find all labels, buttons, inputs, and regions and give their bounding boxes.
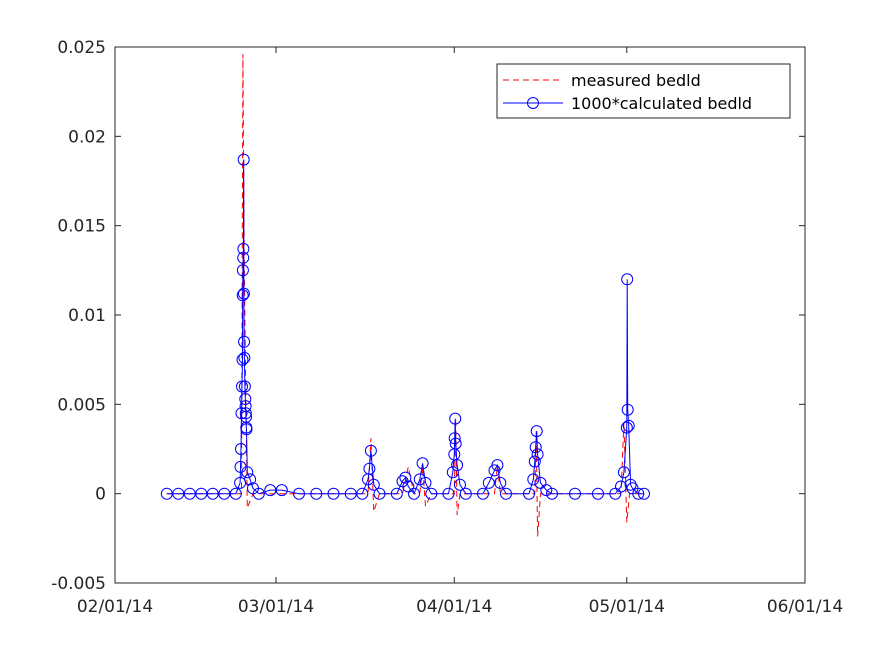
data-point	[364, 444, 377, 457]
series-layer	[160, 54, 650, 537]
data-point	[477, 487, 489, 500]
series-line-1	[166, 159, 644, 495]
xtick-label: 05/01/14	[589, 597, 665, 617]
data-point	[621, 403, 634, 416]
data-point	[239, 407, 252, 420]
data-point	[529, 441, 542, 454]
data-point	[419, 476, 432, 489]
ytick-label: 0.015	[57, 217, 106, 237]
data-point	[244, 473, 257, 486]
data-point	[236, 289, 249, 302]
data-point	[638, 487, 650, 500]
legend-label-calculated: 1000*calculated bedld	[571, 94, 752, 113]
data-point	[356, 487, 369, 500]
data-point	[425, 487, 438, 500]
data-point	[235, 443, 247, 455]
data-point	[454, 478, 466, 491]
ytick-label: 0.02	[68, 127, 106, 147]
data-point	[491, 459, 504, 472]
data-point	[363, 462, 376, 475]
data-point	[399, 471, 412, 484]
data-point	[241, 466, 254, 479]
data-point	[275, 484, 288, 497]
data-point	[448, 432, 461, 445]
xtick-label: 04/01/14	[416, 597, 492, 617]
data-point	[390, 487, 403, 500]
data-point	[240, 423, 253, 436]
data-point	[237, 251, 250, 264]
legend-box	[496, 63, 791, 119]
data-point	[446, 466, 459, 479]
data-point	[540, 484, 553, 497]
data-point	[238, 351, 251, 364]
data-point	[442, 487, 455, 500]
data-point	[622, 419, 635, 432]
legend: measured bedld 1000*calculated bedld	[496, 63, 791, 119]
data-point	[523, 487, 535, 500]
ytick-label: 0.01	[68, 306, 106, 326]
data-point	[367, 478, 380, 491]
ticks-layer: -0.005 0 0.005 0.01 0.015 0.02 0.025 02/01/14 03…	[51, 38, 843, 617]
data-point	[413, 473, 426, 486]
data-point	[449, 437, 462, 450]
data-point	[238, 335, 251, 348]
data-point	[237, 242, 250, 255]
plot-area	[115, 47, 805, 583]
data-point	[546, 487, 558, 500]
data-point	[531, 448, 544, 461]
data-point	[252, 487, 265, 500]
data-point	[569, 487, 581, 500]
legend-marker-calculated	[527, 97, 539, 109]
data-point	[293, 487, 305, 500]
legend-label-measured: measured bedld	[571, 71, 701, 90]
ytick-label: 0	[95, 485, 106, 505]
data-point	[416, 457, 429, 470]
data-point	[327, 487, 340, 500]
data-point	[459, 487, 472, 500]
ytick-label: -0.005	[51, 574, 106, 594]
xtick-label: 03/01/14	[238, 597, 314, 617]
data-point	[451, 459, 464, 472]
data-point	[237, 153, 250, 166]
data-point	[500, 487, 512, 500]
data-point	[534, 476, 547, 489]
data-point	[620, 421, 633, 434]
data-point	[310, 487, 323, 500]
xtick-label: 06/01/14	[767, 597, 843, 617]
data-point	[238, 380, 251, 393]
xtick-label: 02/01/14	[77, 597, 153, 617]
data-point	[239, 393, 252, 405]
ytick-label: 0.005	[57, 395, 106, 415]
data-point	[229, 487, 242, 500]
data-point	[592, 487, 604, 500]
data-point	[617, 466, 630, 479]
series-line-0	[166, 54, 644, 537]
data-point	[236, 380, 248, 393]
data-point	[449, 412, 462, 425]
data-point	[236, 353, 249, 366]
data-point	[615, 480, 627, 493]
data-point	[528, 455, 541, 468]
data-point	[530, 425, 543, 438]
data-point	[632, 487, 645, 500]
data-point	[237, 287, 250, 300]
ytick-label: 0.025	[57, 38, 106, 58]
data-point	[494, 476, 507, 489]
data-point	[527, 473, 540, 486]
data-point	[236, 264, 249, 277]
data-point	[373, 487, 386, 500]
data-point	[408, 487, 420, 500]
data-point	[621, 273, 634, 286]
